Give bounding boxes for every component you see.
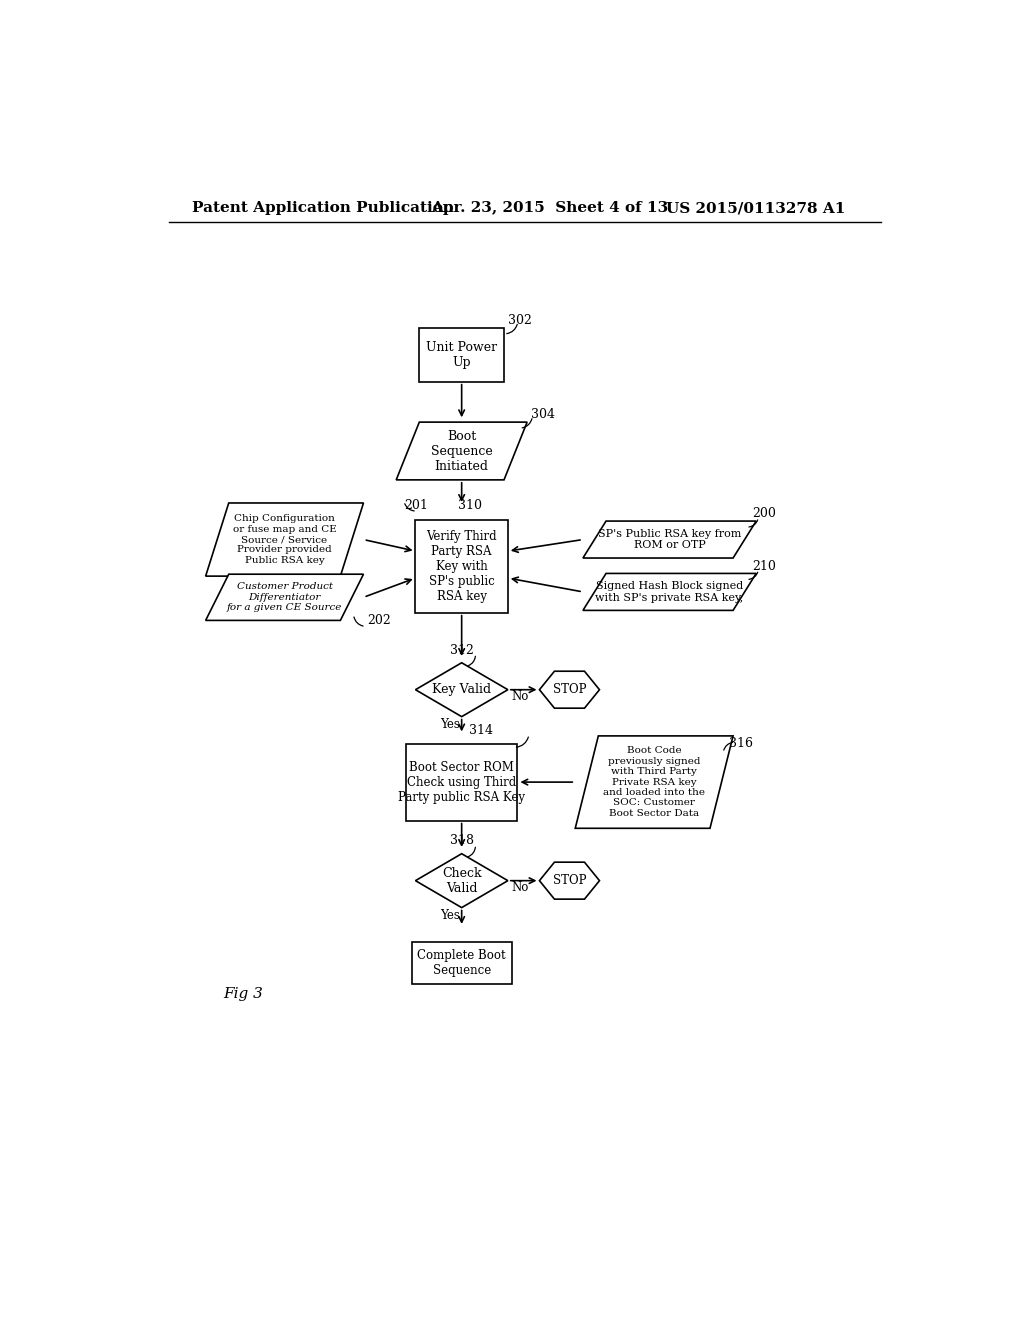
- Text: Fig 3: Fig 3: [223, 987, 263, 1001]
- Text: 201: 201: [403, 499, 428, 512]
- Text: Chip Configuration
or fuse map and CE
Source / Service
Provider provided
Public : Chip Configuration or fuse map and CE So…: [232, 515, 337, 565]
- Polygon shape: [583, 521, 756, 558]
- FancyBboxPatch shape: [406, 743, 517, 821]
- Text: 316: 316: [729, 738, 754, 751]
- Polygon shape: [583, 573, 756, 610]
- Text: 312: 312: [451, 644, 474, 656]
- Text: 318: 318: [451, 834, 474, 847]
- Text: Patent Application Publication: Patent Application Publication: [193, 202, 455, 215]
- Text: No: No: [512, 690, 529, 704]
- Polygon shape: [416, 663, 508, 717]
- Polygon shape: [206, 574, 364, 620]
- Text: STOP: STOP: [553, 684, 586, 696]
- FancyBboxPatch shape: [419, 327, 504, 381]
- Polygon shape: [416, 854, 508, 908]
- Text: 210: 210: [753, 560, 776, 573]
- Text: STOP: STOP: [553, 874, 586, 887]
- Text: Customer Product
Differentiator
for a given CE Source: Customer Product Differentiator for a gi…: [227, 582, 342, 612]
- Text: Yes: Yes: [440, 718, 460, 731]
- Polygon shape: [575, 737, 733, 829]
- Text: US 2015/0113278 A1: US 2015/0113278 A1: [666, 202, 845, 215]
- Text: No: No: [512, 882, 529, 895]
- Text: Unit Power
Up: Unit Power Up: [426, 341, 498, 368]
- Text: Boot Sector ROM
Check using Third
Party public RSA Key: Boot Sector ROM Check using Third Party …: [398, 760, 525, 804]
- Text: Check
Valid: Check Valid: [441, 867, 481, 895]
- Text: Key Valid: Key Valid: [432, 684, 492, 696]
- FancyBboxPatch shape: [412, 942, 512, 985]
- Text: Signed Hash Block signed
with SP's private RSA key,: Signed Hash Block signed with SP's priva…: [595, 581, 743, 603]
- Text: 310: 310: [458, 499, 482, 512]
- Text: 314: 314: [469, 725, 494, 738]
- Polygon shape: [540, 671, 599, 708]
- Text: Boot
Sequence
Initiated: Boot Sequence Initiated: [431, 429, 493, 473]
- Text: Complete Boot
Sequence: Complete Boot Sequence: [418, 949, 506, 977]
- Text: 202: 202: [368, 614, 391, 627]
- Text: Boot Code
previously signed
with Third Party
Private RSA key
and loaded into the: Boot Code previously signed with Third P…: [603, 746, 706, 818]
- Text: Verify Third
Party RSA
Key with
SP's public
RSA key: Verify Third Party RSA Key with SP's pub…: [426, 531, 497, 603]
- Text: 200: 200: [753, 507, 776, 520]
- Polygon shape: [540, 862, 599, 899]
- Text: SP's Public RSA key from
ROM or OTP: SP's Public RSA key from ROM or OTP: [598, 529, 741, 550]
- FancyBboxPatch shape: [416, 520, 508, 612]
- Text: 304: 304: [531, 408, 555, 421]
- Polygon shape: [206, 503, 364, 576]
- Text: Yes: Yes: [440, 909, 460, 923]
- Polygon shape: [396, 422, 527, 480]
- Text: Apr. 23, 2015  Sheet 4 of 13: Apr. 23, 2015 Sheet 4 of 13: [431, 202, 668, 215]
- Text: 302: 302: [508, 314, 531, 327]
